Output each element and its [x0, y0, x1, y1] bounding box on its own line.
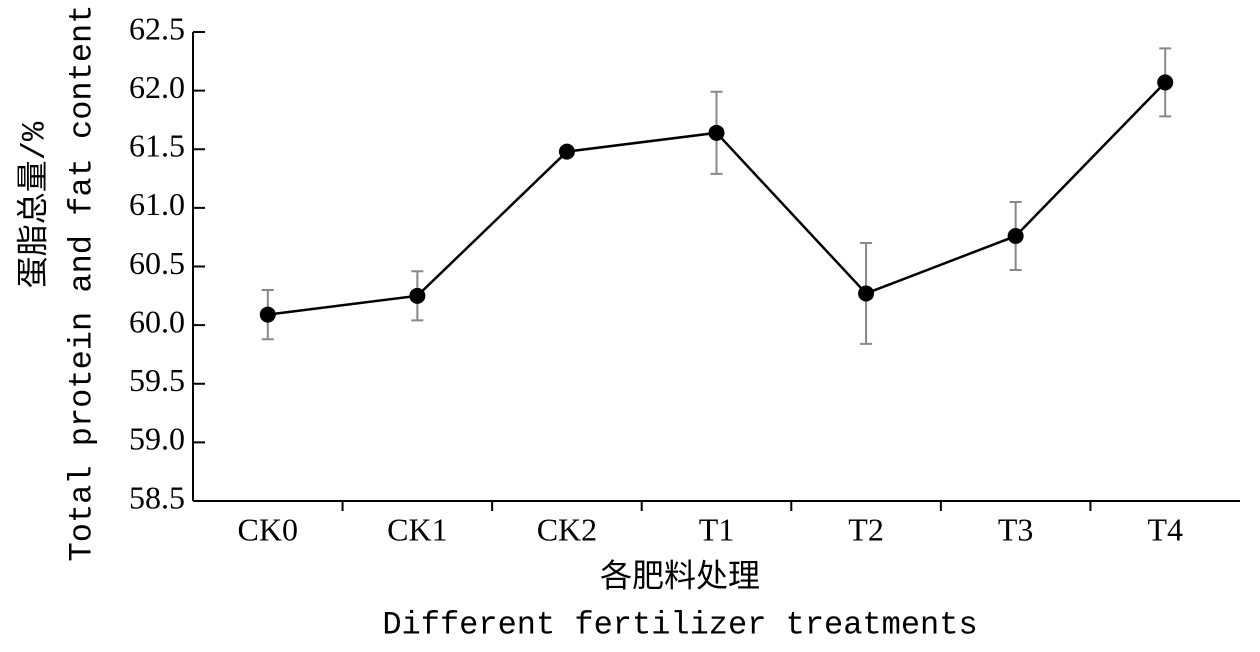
y-tick-label: 61.5 — [129, 128, 185, 164]
point — [708, 124, 725, 141]
point — [409, 287, 426, 304]
point — [1007, 228, 1024, 245]
x-tick-label: CK1 — [387, 511, 447, 547]
x-axis-title: 各肥料处理 — [600, 558, 760, 596]
x-tick-label: T3 — [998, 511, 1034, 547]
x-tick-label: CK0 — [238, 511, 298, 547]
y-tick-label: 59.0 — [129, 421, 185, 457]
y-tick-label: 59.5 — [129, 362, 185, 398]
point — [259, 306, 276, 323]
y-axis-title: 蛋脂总量/% — [15, 121, 53, 288]
point — [858, 285, 875, 302]
x-axis-title: Different fertilizer treatments — [382, 606, 977, 643]
y-tick-label: 62.0 — [129, 69, 185, 105]
point — [1157, 74, 1174, 91]
x-tick-label: CK2 — [537, 511, 597, 547]
y-tick-label: 61.0 — [129, 186, 185, 222]
x-tick-label: T1 — [699, 511, 735, 547]
x-tick-label: T4 — [1147, 511, 1183, 547]
y-tick-label: 58.5 — [129, 479, 185, 515]
x-tick-label: T2 — [848, 511, 884, 547]
y-tick-label: 60.0 — [129, 303, 185, 339]
y-tick-label: 62.5 — [129, 10, 185, 46]
y-tick-label: 60.5 — [129, 245, 185, 281]
point — [558, 143, 575, 160]
y-axis-title: Total protein and fat content — [63, 5, 100, 562]
